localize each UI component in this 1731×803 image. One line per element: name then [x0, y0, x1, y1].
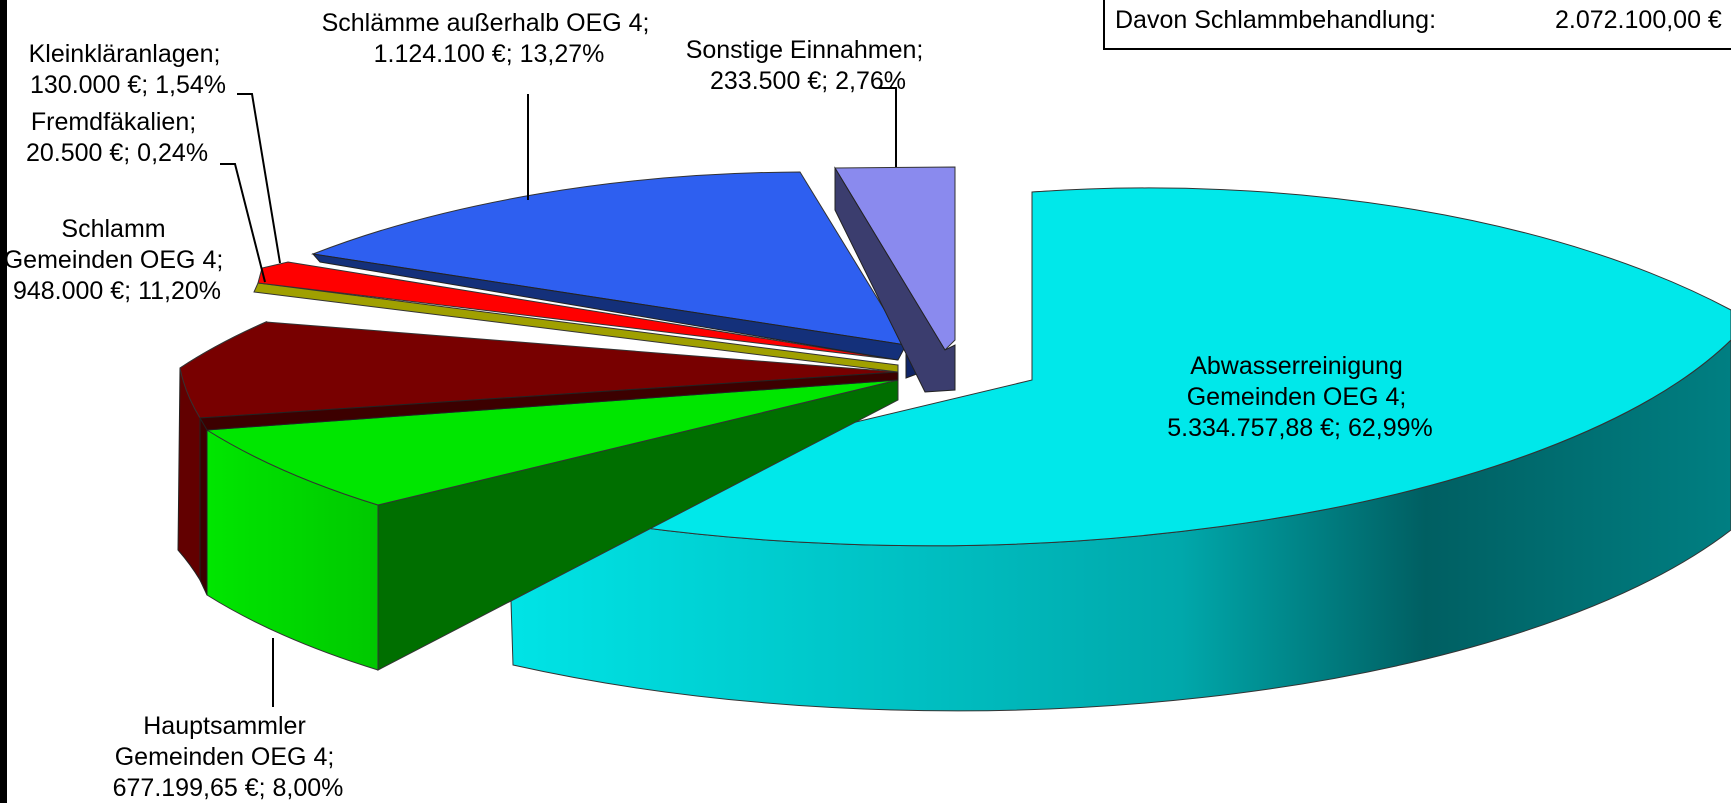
leader-line-kleinklaeranlagen	[237, 93, 281, 264]
pie-slice-sonstige-einnahmen	[834, 166, 956, 393]
data-labels: Abwasserreinigung Gemeinden OEG 4; 5.334…	[4, 9, 1433, 802]
schlammbehandlung-label: Davon Schlammbehandlung:	[1115, 6, 1437, 34]
leader-line-fremdfaekalien	[220, 163, 266, 283]
leader-lines	[220, 87, 897, 707]
leader-line-sonstige-einnahmen	[879, 87, 897, 167]
pie-slice-abwasserreinigung	[507, 187, 1731, 712]
pie-slice-schlamm-gemeinden	[177, 320, 899, 596]
label-sonstige-einnahmen: Sonstige Einnahmen; 233.500 €; 2,76%	[686, 36, 931, 95]
label-kleinklaeranlagen: Kleinkläranlagen; 130.000 €; 1,54%	[29, 40, 228, 99]
pie-slice-fremdfaekalien	[253, 282, 899, 373]
pie-slice-hauptsammler	[205, 379, 899, 671]
label-fremdfaekalien: Fremdfäkalien; 20.500 €; 0,24%	[26, 108, 208, 167]
label-hauptsammler: Hauptsammler Gemeinden OEG 4; 677.199,65…	[113, 712, 344, 802]
chart-frame-left-border	[0, 0, 7, 803]
label-abwasserreinigung: Abwasserreinigung Gemeinden OEG 4; 5.334…	[1167, 352, 1433, 442]
label-schlaemme-ausserhalb: Schlämme außerhalb OEG 4; 1.124.100 €; 1…	[322, 9, 657, 68]
schlammbehandlung-value: 2.072.100,00 €	[1555, 6, 1722, 34]
label-schlamm-gemeinden: Schlamm Gemeinden OEG 4; 948.000 €; 11,2…	[4, 215, 231, 305]
schlammbehandlung-info-box: Davon Schlammbehandlung: 2.072.100,00 €	[1103, 0, 1731, 50]
